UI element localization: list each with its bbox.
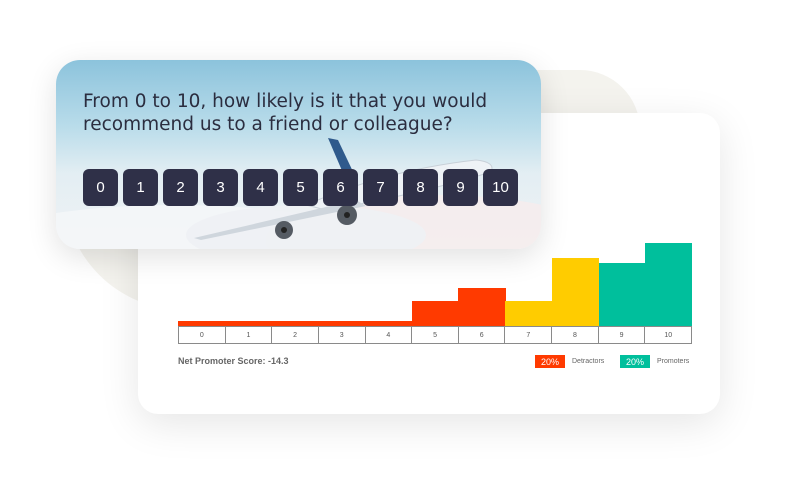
legend-detractors: 20% Detractors <box>535 355 604 368</box>
promoters-label: Promoters <box>657 358 690 365</box>
question-line1: From 0 to 10, how likely is it that you … <box>83 91 488 112</box>
axis-tick-2: 2 <box>272 326 319 344</box>
question-line2: recommend us to a friend or colleague? <box>83 114 453 135</box>
axis-tick-4: 4 <box>365 326 413 344</box>
score-button-1[interactable]: 1 <box>123 169 158 206</box>
score-button-5[interactable]: 5 <box>283 169 318 206</box>
bar-6 <box>458 288 506 326</box>
score-button-0[interactable]: 0 <box>83 169 118 206</box>
detractors-percent: 20% <box>535 355 565 368</box>
score-button-4[interactable]: 4 <box>243 169 278 206</box>
survey-question: From 0 to 10, how likely is it that you … <box>83 90 487 136</box>
score-button-9[interactable]: 9 <box>443 169 478 206</box>
score-button-7[interactable]: 7 <box>363 169 398 206</box>
score-axis: 0 1 2 3 4 5 6 7 8 9 10 <box>178 326 693 344</box>
bar-2 <box>271 320 319 326</box>
survey-card: From 0 to 10, how likely is it that you … <box>56 60 541 249</box>
bar-9 <box>598 263 646 326</box>
bar-1 <box>224 320 272 326</box>
score-buttons: 0 1 2 3 4 5 6 7 8 9 10 <box>83 169 518 206</box>
score-button-2[interactable]: 2 <box>163 169 198 206</box>
bar-5 <box>411 300 459 326</box>
axis-tick-7: 7 <box>505 326 553 344</box>
axis-tick-3: 3 <box>318 326 366 344</box>
detractors-label: Detractors <box>572 358 605 365</box>
bar-8 <box>551 258 600 326</box>
bar-10 <box>645 243 693 326</box>
bar-0 <box>178 320 226 326</box>
axis-tick-1: 1 <box>225 326 273 344</box>
bar-3 <box>318 320 366 326</box>
nps-score: Net Promoter Score: -14.3 <box>178 356 289 366</box>
axis-tick-0: 0 <box>178 326 226 344</box>
airplane-sky-image <box>56 138 541 249</box>
score-button-6[interactable]: 6 <box>323 169 358 206</box>
score-button-10[interactable]: 10 <box>483 169 518 206</box>
axis-tick-9: 9 <box>598 326 646 344</box>
bar-7 <box>505 300 553 326</box>
promoters-percent: 20% <box>620 355 650 368</box>
axis-tick-8: 8 <box>552 326 599 344</box>
bar-4 <box>364 320 413 326</box>
legend-promoters: 20% Promoters <box>620 355 689 368</box>
axis-tick-5: 5 <box>412 326 459 344</box>
score-button-3[interactable]: 3 <box>203 169 238 206</box>
axis-tick-6: 6 <box>458 326 506 344</box>
score-button-8[interactable]: 8 <box>403 169 438 206</box>
axis-tick-10: 10 <box>645 326 693 344</box>
nps-bar-chart <box>178 113 693 326</box>
